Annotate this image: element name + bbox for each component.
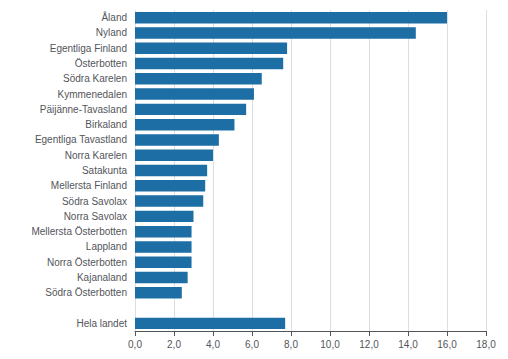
svg-text:Egentliga Tavastland: Egentliga Tavastland (35, 134, 127, 145)
svg-text:Päijänne-Tavasland: Päijänne-Tavasland (40, 104, 127, 115)
svg-text:Södra Österbotten: Södra Österbotten (45, 287, 127, 298)
svg-text:Satakunta: Satakunta (82, 165, 127, 176)
svg-text:8,0: 8,0 (284, 339, 298, 350)
svg-text:Mellersta Finland: Mellersta Finland (51, 180, 127, 191)
svg-text:18,0: 18,0 (476, 339, 496, 350)
svg-text:Norra Savolax: Norra Savolax (64, 211, 127, 222)
svg-text:Hela landet: Hela landet (76, 318, 127, 329)
svg-text:Kymmenedalen: Kymmenedalen (58, 89, 127, 100)
svg-text:4,0: 4,0 (206, 339, 220, 350)
svg-text:Nyland: Nyland (96, 27, 127, 38)
svg-text:Kajanaland: Kajanaland (77, 272, 127, 283)
svg-text:16,0: 16,0 (437, 339, 457, 350)
svg-text:Åland: Åland (101, 11, 127, 23)
svg-text:Mellersta Österbotten: Mellersta Österbotten (31, 226, 127, 237)
svg-text:Södra Karelen: Södra Karelen (63, 73, 127, 84)
svg-text:Birkaland: Birkaland (85, 119, 127, 130)
svg-text:Egentliga Finland: Egentliga Finland (50, 43, 127, 54)
svg-text:Norra Karelen: Norra Karelen (65, 150, 127, 161)
svg-text:14,0: 14,0 (398, 339, 418, 350)
svg-text:2,0: 2,0 (167, 339, 181, 350)
svg-text:Lappland: Lappland (86, 241, 127, 252)
svg-text:12,0: 12,0 (359, 339, 379, 350)
svg-text:0,0: 0,0 (128, 339, 142, 350)
svg-text:10,0: 10,0 (320, 339, 340, 350)
svg-text:Norra Österbotten: Norra Österbotten (47, 257, 127, 268)
svg-text:Södra Savolax: Södra Savolax (62, 196, 127, 207)
svg-text:Österbotten: Österbotten (75, 58, 127, 69)
svg-text:6,0: 6,0 (245, 339, 259, 350)
